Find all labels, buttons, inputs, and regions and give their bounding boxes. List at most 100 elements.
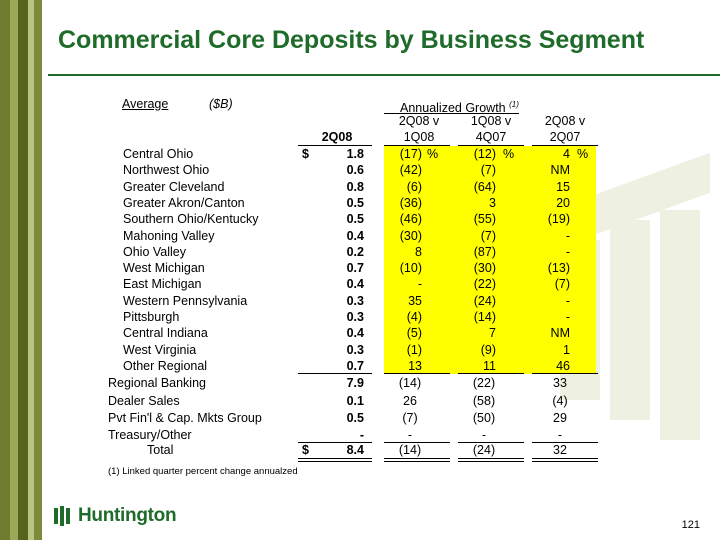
total-row-growth-2q08-v-2q07: (4) <box>552 394 568 408</box>
col3-header-bottom: 4Q07 <box>475 130 507 144</box>
row-value-2q08: 0.7 <box>346 358 364 373</box>
row-value-2q08: 0.2 <box>346 244 364 259</box>
row-label: East Michigan <box>123 277 202 292</box>
col2-header-top: 2Q08 v <box>398 114 440 128</box>
row-label: Southern Ohio/Kentucky <box>123 212 259 227</box>
total-row-growth-2q08-v-1q08: 26 <box>403 394 417 408</box>
total-row-growth-2q08-v-2q07: 33 <box>553 376 567 390</box>
annualized-growth-text: Annualized Growth <box>400 101 506 116</box>
left-stripe-2 <box>10 0 18 540</box>
total-row-growth-1q08-v-4q07: (58) <box>472 394 496 408</box>
col4-header-top: 2Q08 v <box>544 114 586 128</box>
row-growth-1q08-v-4q07: (22) <box>473 277 496 292</box>
row-label: West Virginia <box>123 342 197 357</box>
row-value-2q08: 0.7 <box>346 261 364 276</box>
total-row-growth-2q08-v-1q08: (7) <box>402 411 418 425</box>
row-label: Central Ohio <box>123 147 194 161</box>
row-growth-1q08-v-4q07: (7) <box>480 228 496 243</box>
total-row-label: Pvt Fin'l & Cap. Mkts Group <box>108 411 262 425</box>
total-row-value-2q08: - <box>359 428 364 442</box>
left-stripe-1 <box>0 0 10 540</box>
header-underline-col3 <box>458 145 524 146</box>
row-label: Northwest Ohio <box>123 163 210 178</box>
row-growth-2q08-v-1q08: (6) <box>406 179 422 194</box>
pre-total-underline-col2 <box>384 442 450 443</box>
row-growth-unit-2: % <box>503 147 515 161</box>
total-row-value-2q08: 0.5 <box>346 411 364 425</box>
row-growth-1q08-v-4q07: (64) <box>473 179 496 194</box>
row-label: West Michigan <box>123 261 205 276</box>
row-growth-2q08-v-2q07: 20 <box>556 195 570 210</box>
row-growth-2q08-v-2q07: 46 <box>556 358 570 373</box>
row-label: Other Regional <box>123 358 208 373</box>
total-row-value-2q08: 0.1 <box>346 394 364 408</box>
row-value-2q08: 0.3 <box>346 293 364 308</box>
row-growth-2q08-v-1q08: 13 <box>408 358 422 373</box>
row-label: Central Indiana <box>123 326 208 341</box>
total-row-growth-2q08-v-1q08: (14) <box>398 443 422 457</box>
total-row-value-2q08: 8.4 <box>346 443 364 457</box>
left-stripe-5 <box>34 0 42 540</box>
row-growth-2q08-v-2q07: 15 <box>556 179 570 194</box>
header-underline-col2 <box>384 145 450 146</box>
row-label: Greater Akron/Canton <box>123 195 245 210</box>
row-growth-2q08-v-2q07: (13) <box>547 261 570 276</box>
average-label: Average <box>122 97 169 111</box>
row-growth-1q08-v-4q07: (9) <box>480 342 496 357</box>
row-growth-2q08-v-1q08: (36) <box>399 195 422 210</box>
footnote: (1) Linked quarter percent change annual… <box>108 466 298 477</box>
row-growth-2q08-v-1q08: - <box>417 277 422 292</box>
pre-total-underline-col4 <box>532 442 598 443</box>
annualized-growth-label: Annualized Growth (1) <box>400 97 519 116</box>
row-value-2q08: 0.4 <box>346 326 364 341</box>
total-double-underline-a-col3 <box>458 458 524 459</box>
page-title: Commercial Core Deposits by Business Seg… <box>58 26 645 54</box>
subtotal-underline-col3 <box>458 373 524 374</box>
row-growth-2q08-v-1q08: (30) <box>399 228 422 243</box>
row-growth-unit-3: % <box>577 147 589 161</box>
row-label: Western Pennsylvania <box>123 293 248 308</box>
watermark-shape-2 <box>610 220 650 420</box>
row-growth-1q08-v-4q07: 3 <box>489 195 496 210</box>
total-row-growth-1q08-v-4q07: - <box>481 428 487 442</box>
col1-header: 2Q08 <box>321 130 353 144</box>
subtotal-underline-col1 <box>298 373 372 374</box>
row-growth-1q08-v-4q07: (12) <box>473 147 496 161</box>
total-row-growth-1q08-v-4q07: (50) <box>472 411 496 425</box>
col3-header-top: 1Q08 v <box>470 114 512 128</box>
row-value-2q08: 0.3 <box>346 342 364 357</box>
row-growth-2q08-v-1q08: (17) <box>399 147 422 161</box>
row-label: Ohio Valley <box>123 244 186 259</box>
page-number: 121 <box>681 519 700 531</box>
row-growth-unit-1: % <box>427 147 439 161</box>
row-growth-1q08-v-4q07: (30) <box>473 261 496 276</box>
total-row-growth-2q08-v-2q07: 29 <box>553 411 567 425</box>
total-row-dollar-sign: $ <box>302 443 309 457</box>
row-growth-1q08-v-4q07: (24) <box>473 293 496 308</box>
row-growth-2q08-v-1q08: (42) <box>399 163 422 178</box>
row-growth-2q08-v-2q07: 1 <box>563 342 570 357</box>
row-growth-2q08-v-2q07: NM <box>550 163 570 178</box>
total-row-label: Dealer Sales <box>108 394 180 408</box>
watermark-shape-3 <box>660 210 700 440</box>
row-growth-2q08-v-2q07: (19) <box>547 212 570 227</box>
total-double-underline-b-col2 <box>384 461 450 462</box>
row-value-2q08: 0.3 <box>346 310 364 324</box>
row-growth-2q08-v-2q07: (7) <box>554 277 570 292</box>
total-double-underline-b-col3 <box>458 461 524 462</box>
row-growth-2q08-v-2q07: - <box>565 293 570 308</box>
row-growth-2q08-v-2q07: NM <box>550 326 570 341</box>
highlight-band <box>384 146 596 374</box>
total-row-growth-2q08-v-2q07: 32 <box>553 443 567 457</box>
row-growth-2q08-v-2q07: - <box>565 228 570 243</box>
left-stripe-4 <box>28 0 34 540</box>
subtotal-underline-col2 <box>384 373 450 374</box>
huntington-logo-mark-icon <box>54 506 74 526</box>
total-row-label: Regional Banking <box>108 376 206 390</box>
row-growth-2q08-v-1q08: 35 <box>408 293 422 308</box>
col2-header-bottom: 1Q08 <box>403 130 435 144</box>
huntington-logo: Huntington <box>54 505 177 527</box>
row-growth-2q08-v-1q08: (5) <box>406 326 422 341</box>
left-stripe-3 <box>18 0 28 540</box>
row-growth-2q08-v-2q07: 4 <box>563 147 570 161</box>
